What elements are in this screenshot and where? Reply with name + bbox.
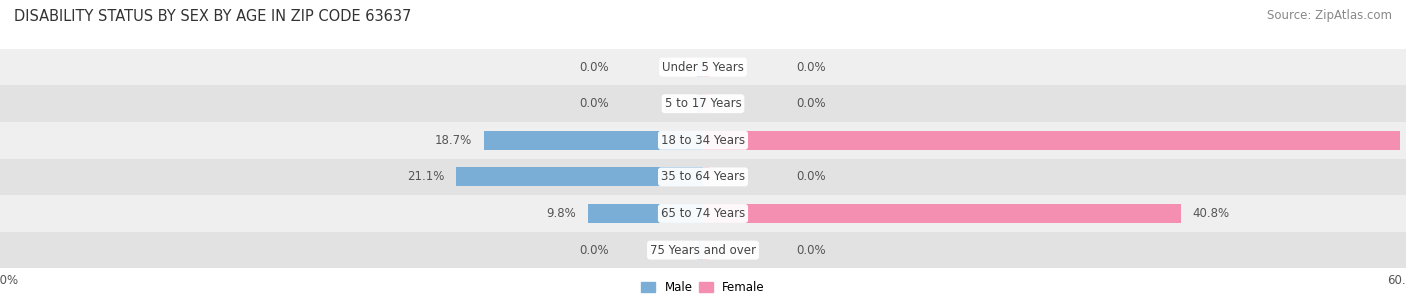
Text: 0.0%: 0.0%: [797, 244, 827, 257]
Bar: [697, 58, 703, 77]
Text: 65 to 74 Years: 65 to 74 Years: [661, 207, 745, 220]
Bar: [484, 131, 703, 150]
Bar: [703, 204, 1181, 223]
Text: 0.0%: 0.0%: [797, 170, 827, 183]
Text: 9.8%: 9.8%: [547, 207, 576, 220]
Text: 18 to 34 Years: 18 to 34 Years: [661, 134, 745, 147]
Bar: [703, 58, 709, 77]
Legend: Male, Female: Male, Female: [637, 277, 769, 299]
Text: 40.8%: 40.8%: [1192, 207, 1230, 220]
Bar: [703, 167, 709, 186]
Bar: [697, 241, 703, 260]
Text: 0.0%: 0.0%: [797, 97, 827, 110]
Text: 0.0%: 0.0%: [579, 97, 609, 110]
Bar: [703, 131, 1400, 150]
Text: 0.0%: 0.0%: [579, 61, 609, 74]
Bar: [456, 167, 703, 186]
Bar: [0, 85, 1406, 122]
Text: 0.0%: 0.0%: [797, 61, 827, 74]
Text: 35 to 64 Years: 35 to 64 Years: [661, 170, 745, 183]
Bar: [0, 49, 1406, 85]
Bar: [0, 232, 1406, 268]
Bar: [0, 159, 1406, 195]
Bar: [588, 204, 703, 223]
Bar: [703, 94, 709, 113]
Text: Source: ZipAtlas.com: Source: ZipAtlas.com: [1267, 9, 1392, 22]
Text: 18.7%: 18.7%: [434, 134, 472, 147]
Bar: [0, 195, 1406, 232]
Bar: [697, 94, 703, 113]
Text: 0.0%: 0.0%: [579, 244, 609, 257]
Text: Under 5 Years: Under 5 Years: [662, 61, 744, 74]
Text: 21.1%: 21.1%: [406, 170, 444, 183]
Text: DISABILITY STATUS BY SEX BY AGE IN ZIP CODE 63637: DISABILITY STATUS BY SEX BY AGE IN ZIP C…: [14, 9, 412, 24]
Bar: [703, 241, 709, 260]
Bar: [0, 122, 1406, 159]
Text: 75 Years and over: 75 Years and over: [650, 244, 756, 257]
Text: 5 to 17 Years: 5 to 17 Years: [665, 97, 741, 110]
